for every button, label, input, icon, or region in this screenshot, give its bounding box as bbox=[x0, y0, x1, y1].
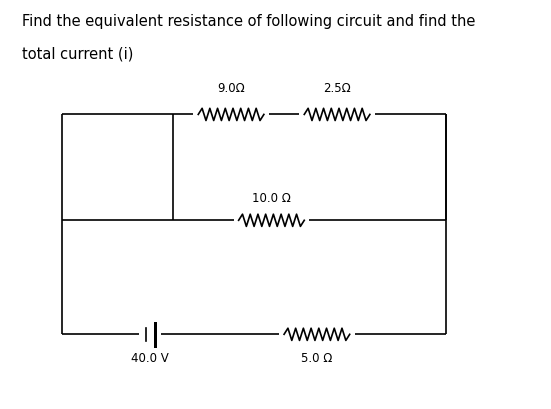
Text: 5.0 Ω: 5.0 Ω bbox=[301, 351, 333, 364]
Text: 40.0 V: 40.0 V bbox=[132, 351, 169, 364]
Text: Find the equivalent resistance of following circuit and find the: Find the equivalent resistance of follow… bbox=[21, 13, 475, 29]
Text: 2.5Ω: 2.5Ω bbox=[323, 82, 351, 95]
Text: 9.0Ω: 9.0Ω bbox=[217, 82, 245, 95]
Text: 10.0 Ω: 10.0 Ω bbox=[252, 191, 291, 204]
Text: total current (i): total current (i) bbox=[21, 46, 133, 61]
